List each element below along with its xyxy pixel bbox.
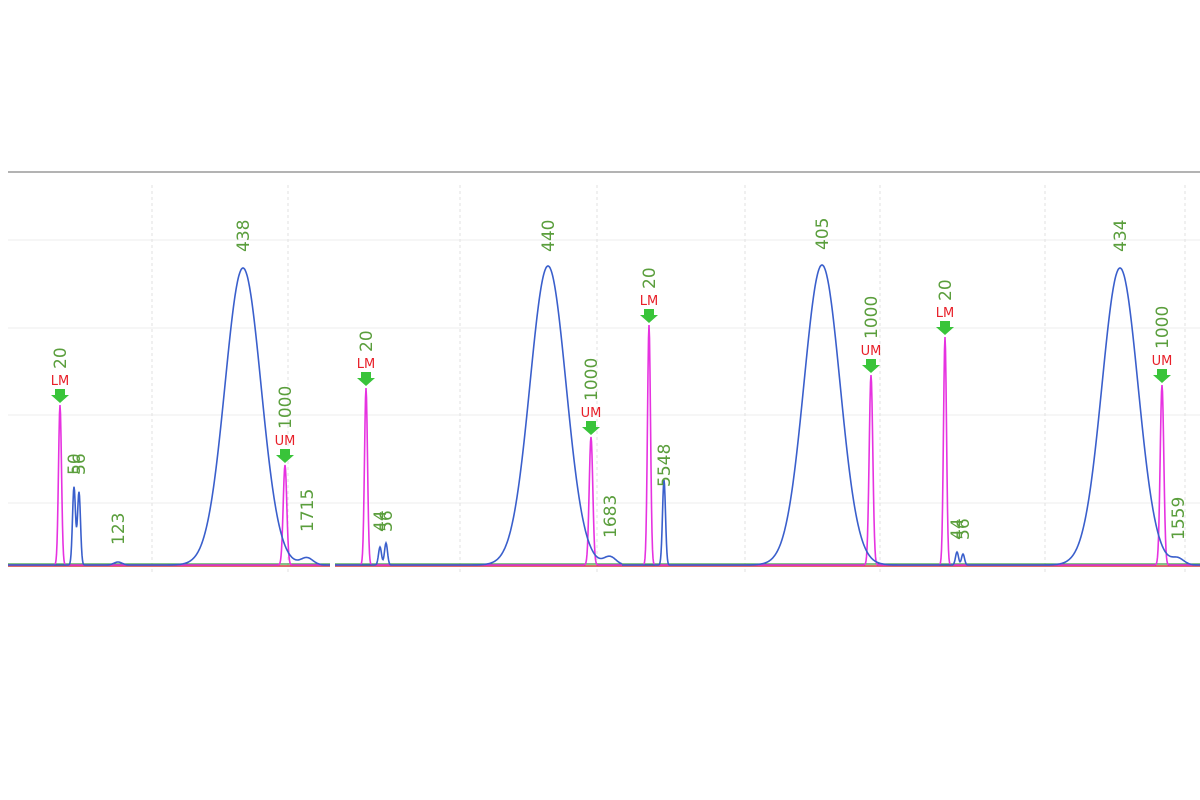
peak-label: 20 [936,279,956,301]
marker-arrow [640,309,658,323]
peak-label: 44 [371,510,391,532]
peak-label: 1559 [1169,497,1189,540]
grid [8,239,1200,504]
peak-label: 123 [109,513,129,545]
peak-label: 440 [539,220,559,252]
marker-label: UM [861,344,882,359]
peak-label: 434 [1111,220,1131,252]
marker-label: LM [51,374,69,389]
marker-label: UM [1152,354,1173,369]
peak-label: 1000 [582,358,602,401]
peak-label: 56 [70,453,90,475]
peak-label: 20 [640,267,660,289]
marker-label: LM [936,306,954,321]
marker-arrow [276,449,294,463]
trace [908,267,1200,566]
marker-arrow [936,321,954,335]
peak-label: 1715 [298,489,318,532]
vertical-grid [151,185,1186,575]
marker-arrow [862,359,880,373]
peak-label: 20 [357,330,377,352]
trace [8,267,330,566]
trace [335,265,623,566]
trace [622,264,908,566]
peak-label: 50 [65,453,85,475]
traces: LM205056123438UM10001715LM204456440UM100… [8,218,1200,567]
marker-label: UM [581,406,602,421]
peak-label: 1683 [601,495,621,538]
marker-arrow [582,421,600,435]
marker-label: LM [357,357,375,372]
marker-arrow [1153,369,1171,383]
marker-arrow [357,372,375,386]
peak-label: 44 [948,518,968,540]
marker-arrow [51,389,69,403]
peak-label: 1000 [1153,306,1173,349]
marker-label: LM [640,294,658,309]
peak-label: 5548 [655,444,675,487]
peak-label: 20 [51,347,71,369]
peak-label: 56 [377,510,397,532]
peak-label: 56 [954,518,974,540]
peak-label: 1000 [862,296,882,339]
peak-label: 438 [234,220,254,252]
marker-label: UM [275,434,296,449]
peak-label: 1000 [276,386,296,429]
peak-label: 405 [813,218,833,250]
